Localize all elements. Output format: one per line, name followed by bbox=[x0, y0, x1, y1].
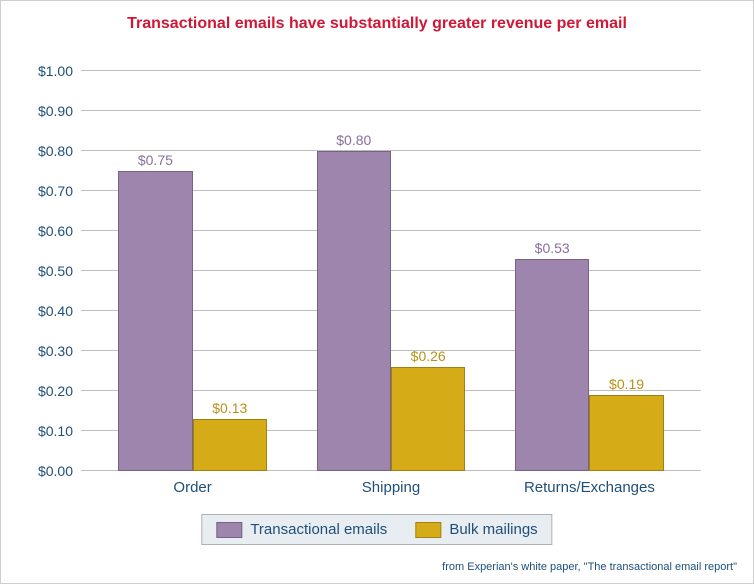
chart-title: Transactional emails have substantially … bbox=[1, 1, 753, 33]
y-tick-label: $0.30 bbox=[38, 343, 81, 359]
y-tick-label: $0.50 bbox=[38, 263, 81, 279]
y-tick-label: $0.10 bbox=[38, 423, 81, 439]
bar: $0.13 bbox=[193, 419, 267, 471]
gridline bbox=[81, 70, 701, 71]
x-tick-label: Order bbox=[173, 479, 211, 496]
bar-value-label: $0.26 bbox=[411, 348, 446, 368]
y-tick-label: $0.60 bbox=[38, 223, 81, 239]
legend-swatch bbox=[216, 522, 242, 538]
y-tick-label: $1.00 bbox=[38, 63, 81, 79]
gridline bbox=[81, 110, 701, 111]
legend-swatch bbox=[415, 522, 441, 538]
bar-value-label: $0.13 bbox=[212, 400, 247, 420]
x-axis: Order Shipping Returns/Exchanges bbox=[81, 471, 701, 501]
plot-area: $0.00$0.10$0.20$0.30$0.40$0.50$0.60$0.70… bbox=[81, 71, 701, 471]
chart-wrapper: Transactional emails have substantially … bbox=[0, 0, 754, 584]
x-tick-label: Shipping bbox=[362, 479, 420, 496]
y-tick-label: $0.70 bbox=[38, 183, 81, 199]
source-footnote: from Experian's white paper, "The transa… bbox=[442, 561, 737, 573]
bar: $0.75 bbox=[118, 171, 192, 471]
y-tick-label: $0.00 bbox=[38, 463, 81, 479]
y-tick-label: $0.90 bbox=[38, 103, 81, 119]
legend: Transactional emails Bulk mailings bbox=[201, 514, 552, 545]
bar: $0.53 bbox=[515, 259, 589, 471]
y-tick-label: $0.80 bbox=[38, 143, 81, 159]
bar-value-label: $0.53 bbox=[535, 240, 570, 260]
legend-label: Transactional emails bbox=[250, 521, 387, 538]
y-tick-label: $0.40 bbox=[38, 303, 81, 319]
bar-value-label: $0.19 bbox=[609, 376, 644, 396]
legend-label: Bulk mailings bbox=[449, 521, 537, 538]
bar: $0.26 bbox=[391, 367, 465, 471]
x-tick-label: Returns/Exchanges bbox=[524, 479, 655, 496]
bar-value-label: $0.75 bbox=[138, 152, 173, 172]
bar-value-label: $0.80 bbox=[336, 132, 371, 152]
y-tick-label: $0.20 bbox=[38, 383, 81, 399]
legend-item: Bulk mailings bbox=[415, 521, 537, 538]
gridline bbox=[81, 150, 701, 151]
legend-item: Transactional emails bbox=[216, 521, 387, 538]
bar: $0.80 bbox=[317, 151, 391, 471]
bar: $0.19 bbox=[589, 395, 663, 471]
